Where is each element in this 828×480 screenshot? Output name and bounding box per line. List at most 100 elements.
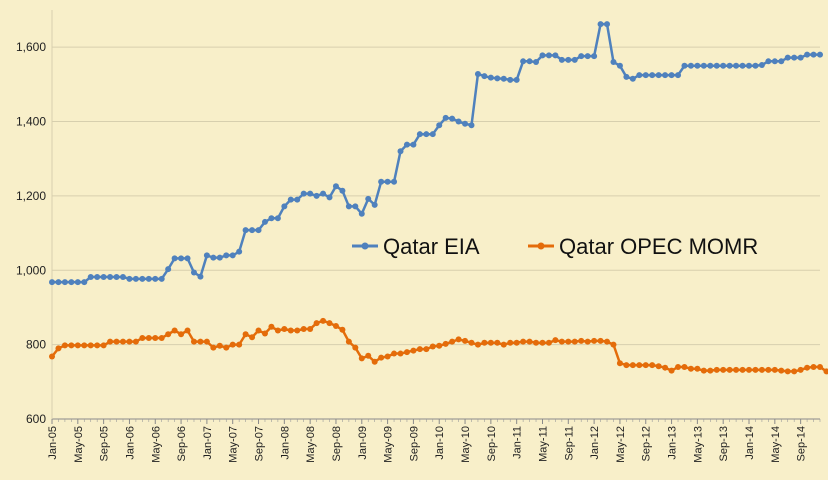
data-point-qatar-eia [119,273,126,280]
data-point-qatar-opec-momr [203,338,210,345]
data-point-qatar-eia [223,252,230,259]
data-point-qatar-eia [694,62,701,69]
data-point-qatar-opec-momr [487,339,494,346]
data-point-qatar-eia [236,248,243,255]
gridlines [52,46,820,346]
x-tick-label-Sep-09: Sep-09 [408,426,420,461]
y-tick-label-1200: 1,200 [16,189,46,203]
data-point-qatar-eia [68,279,75,286]
x-tick-label-Jan-08: Jan-08 [279,426,291,460]
data-point-qatar-opec-momr [817,363,823,370]
data-point-qatar-opec-momr [726,366,733,373]
data-point-qatar-opec-momr [171,327,178,334]
data-point-qatar-eia [132,275,139,282]
data-point-qatar-opec-momr [268,323,275,330]
x-tick-label-Jan-13: Jan-13 [667,426,679,460]
data-point-qatar-eia [442,114,449,121]
data-point-qatar-eia [403,141,410,148]
data-point-qatar-opec-momr [126,338,133,345]
data-point-qatar-opec-momr [655,363,662,370]
x-tick-label-Jan-06: Jan-06 [124,426,136,460]
data-point-qatar-eia [203,252,210,259]
x-tick-label-Sep-13: Sep-13 [718,426,730,461]
data-point-qatar-opec-momr [436,342,443,349]
data-point-qatar-eia [261,218,268,225]
data-point-qatar-opec-momr [823,368,828,375]
data-point-qatar-eia [94,273,101,280]
data-point-qatar-opec-momr [158,334,165,341]
x-tick-label-Sep-07: Sep-07 [254,426,266,461]
data-point-qatar-opec-momr [326,320,333,327]
legend-marker-dot-qatar-opec-momr [537,242,545,250]
data-point-qatar-opec-momr [578,337,585,344]
data-point-qatar-opec-momr [184,327,191,334]
data-point-qatar-opec-momr [797,366,804,373]
data-point-qatar-opec-momr [391,350,398,357]
data-point-qatar-eia [584,53,591,60]
data-point-qatar-eia [494,75,501,82]
x-tick-label-Jan-12: Jan-12 [589,426,601,460]
data-point-qatar-eia [713,62,720,69]
data-point-qatar-eia [533,59,540,66]
x-axis-tick-labels: Jan-05 May-05 Sep-05 Jan-06 May-06 Sep-06 Jan-… [47,426,808,463]
x-tick-label-May-08: May-08 [305,426,317,463]
data-point-qatar-eia [675,72,682,79]
data-point-qatar-eia [771,58,778,65]
data-point-qatar-eia [249,227,256,234]
y-tick-label-1000: 1,000 [16,263,46,277]
x-tick-label-Sep-14: Sep-14 [796,426,808,461]
data-point-qatar-eia [113,273,120,280]
data-point-qatar-opec-momr [216,342,223,349]
axes [51,10,821,424]
series-qatar-eia [49,21,823,286]
data-point-qatar-opec-momr [462,337,469,344]
data-point-qatar-eia [81,279,88,286]
data-point-qatar-eia [190,269,197,276]
data-point-qatar-opec-momr [468,339,475,346]
data-point-qatar-opec-momr [74,342,81,349]
data-point-qatar-opec-momr [765,366,772,373]
data-point-qatar-opec-momr [352,344,359,351]
data-point-qatar-eia [107,273,114,280]
data-point-qatar-eia [332,183,339,190]
data-point-qatar-opec-momr [81,342,88,349]
data-point-qatar-eia [778,58,785,65]
series-line-qatar-opec-momr [51,319,828,374]
data-point-qatar-eia [513,76,520,83]
data-point-qatar-opec-momr [597,337,604,344]
data-point-qatar-eia [313,192,320,199]
series-qatar-opec-momr [49,317,828,375]
data-point-qatar-opec-momr [152,334,159,341]
data-point-qatar-opec-momr [681,363,688,370]
data-point-qatar-eia [481,73,488,80]
data-point-qatar-eia [320,190,327,197]
data-point-qatar-eia [720,62,727,69]
data-point-qatar-eia [100,273,107,280]
legend: Qatar EIA Qatar OPEC MOMR [352,234,758,259]
data-point-qatar-eia [681,62,688,69]
data-point-qatar-opec-momr [87,342,94,349]
data-point-qatar-opec-momr [533,339,540,346]
data-point-qatar-opec-momr [255,327,262,334]
data-point-qatar-eia [565,56,572,63]
x-tick-label-Jan-05: Jan-05 [47,426,59,460]
data-point-qatar-opec-momr [313,320,320,327]
data-point-qatar-eia [229,252,236,259]
data-point-qatar-eia [507,76,514,83]
data-point-qatar-eia [662,72,669,79]
data-point-qatar-opec-momr [707,367,714,374]
data-point-qatar-opec-momr [339,326,346,333]
data-point-qatar-eia [145,275,152,282]
x-tick-label-May-13: May-13 [692,426,704,463]
data-point-qatar-eia [604,21,611,28]
data-point-qatar-eia [197,273,204,280]
data-point-qatar-eia [397,148,404,155]
data-point-qatar-eia [616,62,623,69]
data-point-qatar-opec-momr [223,344,230,351]
data-point-qatar-eia [758,62,765,69]
data-point-qatar-opec-momr [397,350,404,357]
data-point-qatar-opec-momr [694,365,701,372]
data-point-qatar-opec-momr [571,338,578,345]
data-point-qatar-eia [216,254,223,261]
data-point-qatar-eia [210,254,217,261]
